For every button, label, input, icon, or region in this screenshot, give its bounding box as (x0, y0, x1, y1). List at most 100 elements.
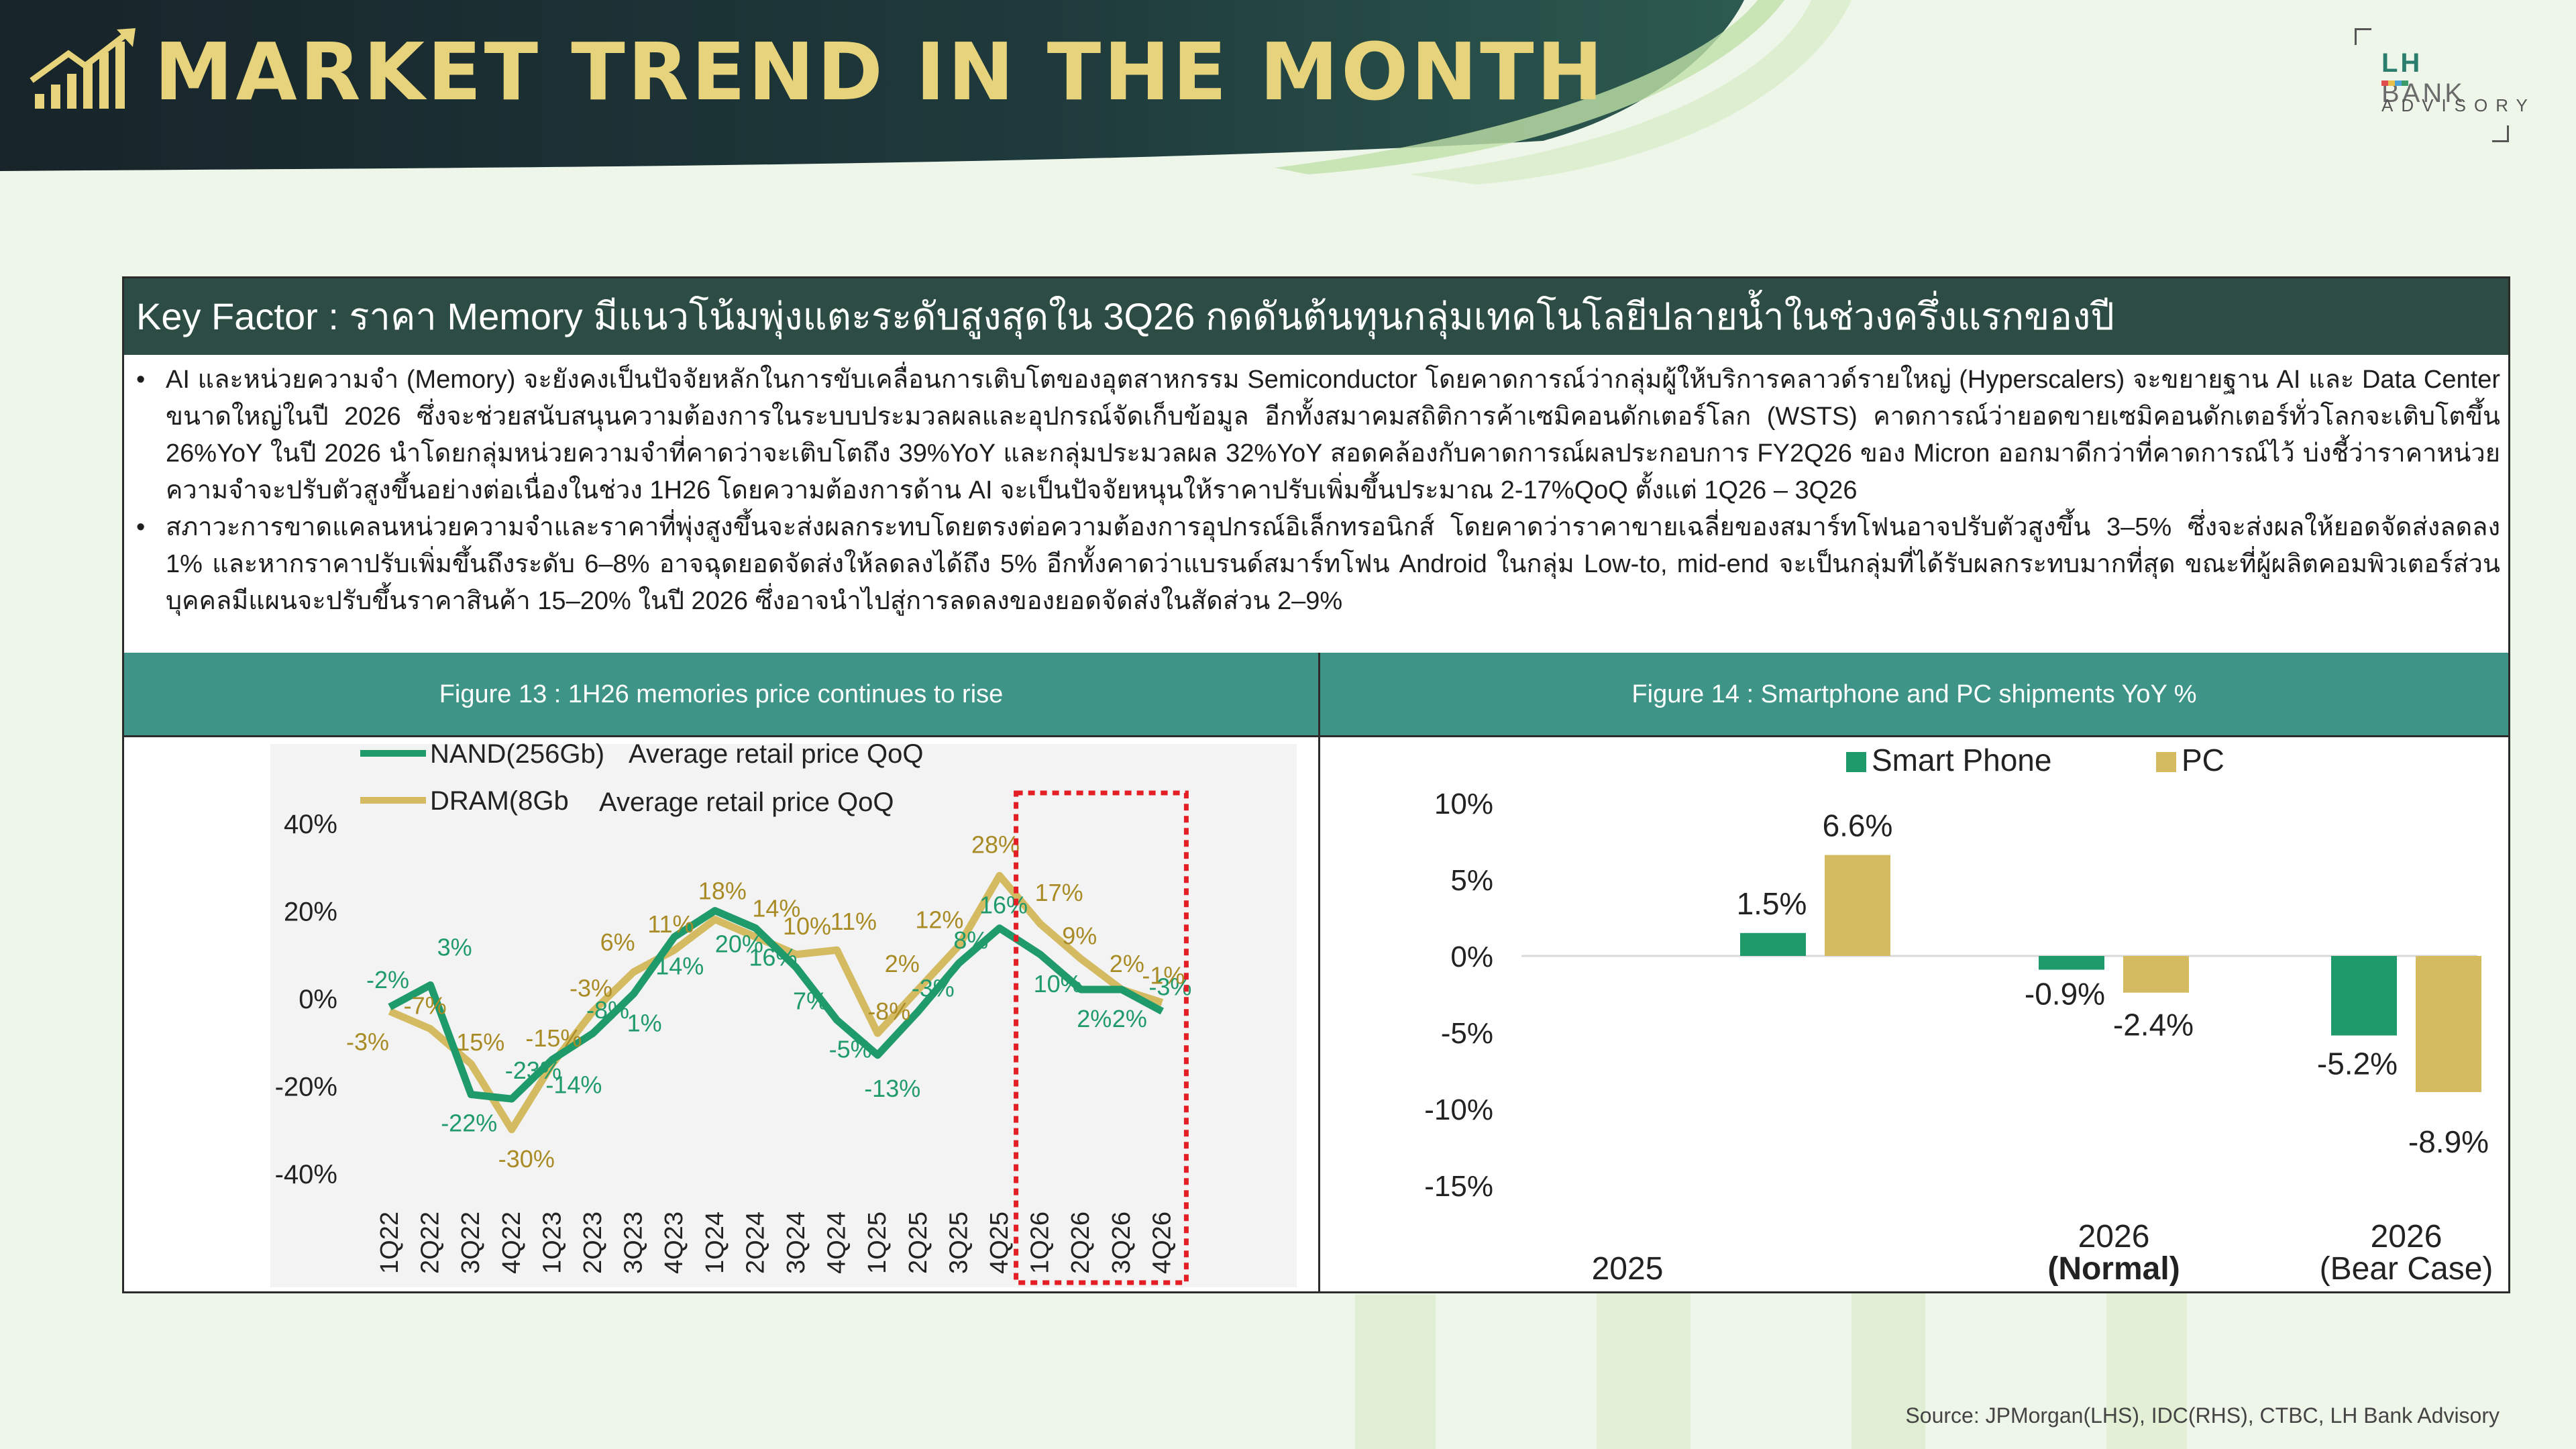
nand-data-label: 20% (715, 930, 763, 958)
x-tick-label: 3Q24 (782, 1212, 810, 1274)
x-tick-label: 1Q25 (863, 1212, 892, 1274)
smartphone-bar (2039, 956, 2104, 970)
y-tick-label: 5% (1450, 864, 1493, 897)
figure-13-title: Figure 13 : 1H26 memories price continue… (124, 653, 1318, 736)
dram-data-label: 11% (830, 908, 877, 935)
x-tick-label: 1Q26 (1026, 1212, 1055, 1274)
dram-data-label: -15% (525, 1024, 582, 1052)
y-tick-label: -20% (275, 1073, 337, 1102)
legend-smartphone-swatch (1846, 752, 1866, 772)
legend-dram-label-sub: Average retail price QoQ (599, 788, 894, 817)
dram-data-label: -1% (1142, 962, 1185, 989)
x-tick-label: 3Q23 (620, 1212, 648, 1274)
nand-data-label: 2% (1077, 1005, 1112, 1032)
dram-data-label: 9% (1062, 922, 1097, 949)
x-category-label: 2026 (2078, 1219, 2150, 1254)
figure-header-divider (124, 735, 2508, 737)
brand-corner-top (2355, 28, 2371, 45)
figure-14-title: Figure 14 : Smartphone and PC shipments … (1320, 653, 2508, 736)
dram-data-label: -3% (346, 1028, 389, 1056)
nand-data-label: -14% (545, 1071, 602, 1098)
nand-data-label: 2% (1112, 1005, 1147, 1032)
nand-data-label: 16% (979, 892, 1028, 919)
x-tick-label: 4Q26 (1148, 1212, 1176, 1274)
dram-data-label: 2% (1110, 950, 1144, 977)
x-category-sublabel: (Bear Case) (2320, 1251, 2493, 1287)
brand-lh: LH (2381, 48, 2423, 78)
pc-data-label: -2.4% (2113, 1008, 2194, 1042)
brand-color-bar (2381, 80, 2408, 86)
smartphone-bar (2331, 956, 2397, 1036)
y-tick-label: 10% (1434, 788, 1493, 820)
dram-data-label: -7% (404, 992, 447, 1020)
legend-pc-swatch (2156, 752, 2176, 772)
y-tick-label: -15% (1424, 1170, 1493, 1203)
dram-data-label: -8% (867, 998, 910, 1025)
dram-data-label: -3% (570, 975, 612, 1002)
y-tick-label: -10% (1424, 1093, 1493, 1126)
y-tick-label: 40% (284, 810, 337, 839)
figure-divider (1318, 653, 1320, 1293)
pc-data-label: 6.6% (1823, 808, 1893, 843)
nand-data-label: -5% (829, 1036, 872, 1063)
bullet-item: AI และหน่วยความจำ (Memory) จะยังคงเป็นปั… (136, 362, 2500, 509)
dram-data-label: 17% (1035, 879, 1083, 906)
page-title: MARKET TREND IN THE MONTH (154, 25, 1606, 118)
nand-data-label: 1% (627, 1009, 662, 1036)
x-category-label: 2026 (2371, 1219, 2443, 1254)
pc-bar (2416, 956, 2481, 1092)
bullet-item: สภาวะการขาดแคลนหน่วยความจำและราคาที่พุ่ง… (136, 509, 2500, 620)
legend-pc-label: PC (2182, 743, 2224, 777)
nand-data-label: 14% (655, 953, 704, 980)
nand-data-label: -8% (586, 996, 629, 1024)
y-tick-label: 0% (1450, 941, 1493, 973)
y-tick-label: 20% (284, 898, 337, 927)
dram-data-label: 15% (456, 1028, 504, 1056)
brand-subtitle: ADVISORY (2381, 95, 2536, 115)
nand-data-label: 16% (749, 944, 797, 971)
pc-bar (2123, 956, 2189, 993)
x-tick-label: 4Q23 (660, 1212, 688, 1274)
brand-logo: LH BANK ADVISORY (2355, 28, 2528, 142)
legend-smartphone-label: Smart Phone (1872, 743, 2051, 777)
x-tick-label: 1Q24 (701, 1212, 729, 1274)
x-tick-label: 2Q23 (579, 1212, 607, 1274)
x-tick-label: 4Q22 (498, 1212, 526, 1274)
x-tick-label: 3Q22 (457, 1212, 485, 1274)
x-tick-label: 2Q26 (1067, 1212, 1095, 1274)
dram-data-label: -30% (498, 1145, 555, 1173)
y-tick-label: -40% (275, 1160, 337, 1189)
x-tick-label: 1Q23 (538, 1212, 566, 1274)
dram-data-label: 12% (915, 906, 963, 934)
x-tick-label: 3Q25 (945, 1212, 973, 1274)
smartphone-data-label: -5.2% (2317, 1046, 2398, 1081)
x-tick-label: 4Q25 (985, 1212, 1014, 1274)
smartphone-data-label: 1.5% (1737, 886, 1807, 921)
forecast-highlight-box (1014, 790, 1189, 1285)
x-tick-label: 4Q24 (823, 1212, 851, 1274)
x-tick-label: 1Q22 (376, 1212, 404, 1274)
nand-data-label: 10% (1034, 970, 1082, 998)
dram-data-label: 28% (971, 830, 1020, 858)
x-category-sublabel: (Normal) (2047, 1251, 2180, 1287)
x-category-label: 2025 (1592, 1251, 1664, 1287)
x-tick-label: 2Q24 (741, 1212, 769, 1274)
source-note: Source: JPMorgan(LHS), IDC(RHS), CTBC, L… (1905, 1403, 2500, 1428)
brand-name: LH BANK (2381, 48, 2509, 109)
smartphone-bar (1740, 932, 1806, 956)
pc-data-label: -8.9% (2408, 1124, 2489, 1159)
dram-data-label: 2% (885, 950, 920, 977)
x-tick-label: 2Q25 (904, 1212, 932, 1274)
x-tick-label: 2Q22 (417, 1212, 445, 1274)
nand-data-label: -2% (366, 966, 409, 994)
dram-data-label: 10% (783, 912, 831, 940)
memory-price-line-chart: 40% 20% 0% -20% -40% 1Q22 2Q22 3Q22 4Q22 1Q23 2Q23… (270, 739, 1297, 1287)
nand-data-label: 7% (793, 987, 828, 1014)
x-tick-label: 3Q26 (1108, 1212, 1136, 1274)
shipments-bar-chart: 10% 5% 0% -5% -10% -15% Smart Phone PC 1.5% 6.6% 2… (1424, 743, 2493, 1287)
nand-data-label: 3% (437, 933, 472, 961)
y-tick-label: -5% (1441, 1017, 1493, 1050)
legend-nand-label-sub: Average retail price QoQ (629, 739, 923, 769)
nand-data-label: -3% (912, 975, 955, 1002)
